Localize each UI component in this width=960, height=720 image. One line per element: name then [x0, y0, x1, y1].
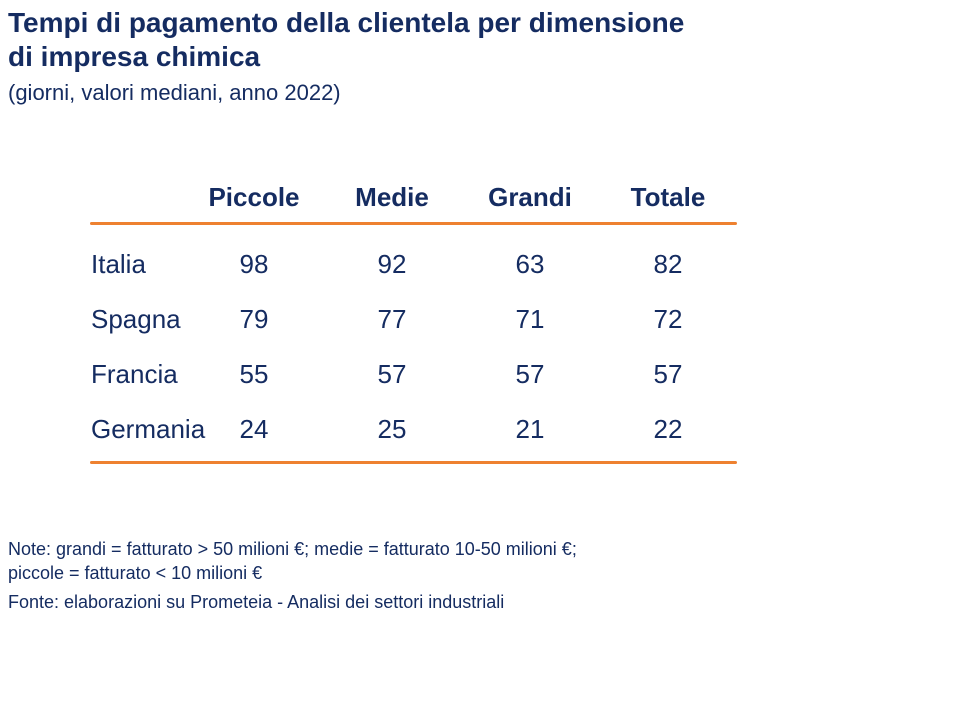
payment-times-table: Piccole Medie Grandi Totale Italia 98 92…: [90, 172, 737, 464]
row-label: Italia: [91, 249, 146, 279]
note-line-1: Note: grandi = fatturato > 50 milioni €;…: [8, 539, 577, 559]
table-cell: 79: [239, 304, 269, 334]
table-cell: 82: [653, 249, 683, 279]
table-row-francia: Francia 55 57 57 57: [90, 347, 737, 402]
table-row-spagna: Spagna 79 77 71 72: [90, 292, 737, 347]
table-header-row: Piccole Medie Grandi Totale: [90, 172, 737, 222]
table-bottom-rule: [90, 461, 737, 464]
page-title-line-2: di impresa chimica: [8, 41, 261, 72]
table-cell: 21: [515, 414, 545, 444]
table-cell: 72: [653, 304, 683, 334]
table-cell: 77: [377, 304, 407, 334]
table-cell: 98: [239, 249, 269, 279]
source-text: Fonte: elaborazioni su Prometeia - Anali…: [8, 592, 505, 612]
table-cell: 57: [653, 359, 683, 389]
table-cell: 63: [515, 249, 545, 279]
table-cell: 24: [239, 414, 269, 444]
table-cell: 57: [515, 359, 545, 389]
row-label: Germania: [91, 414, 206, 444]
page-subtitle: (giorni, valori mediani, anno 2022): [8, 80, 341, 105]
column-header-grandi: Grandi: [488, 181, 572, 212]
row-label: Spagna: [91, 304, 181, 334]
table-body: Italia 98 92 63 82 Spagna 79 77 71 72 Fr…: [90, 225, 737, 457]
table-cell: 55: [239, 359, 269, 389]
table-cell: 22: [653, 414, 683, 444]
page-title: Tempi di pagamento della clientela per d…: [8, 6, 684, 74]
table-cell: 57: [377, 359, 407, 389]
column-header-piccole: Piccole: [208, 181, 300, 212]
table-cell: 71: [515, 304, 545, 334]
table-cell: 25: [377, 414, 407, 444]
table-row-italia: Italia 98 92 63 82: [90, 237, 737, 292]
table-row-germania: Germania 24 25 21 22: [90, 402, 737, 457]
page-title-line-1: Tempi di pagamento della clientela per d…: [8, 7, 685, 38]
column-header-totale: Totale: [630, 181, 706, 212]
table-cell: 92: [377, 249, 407, 279]
column-header-medie: Medie: [355, 181, 429, 212]
row-label: Francia: [91, 359, 178, 389]
footnotes: Note: grandi = fatturato > 50 milioni €;…: [8, 537, 577, 614]
note-line-2: piccole = fatturato < 10 milioni €: [8, 563, 263, 583]
table-top-rule: [90, 222, 737, 225]
